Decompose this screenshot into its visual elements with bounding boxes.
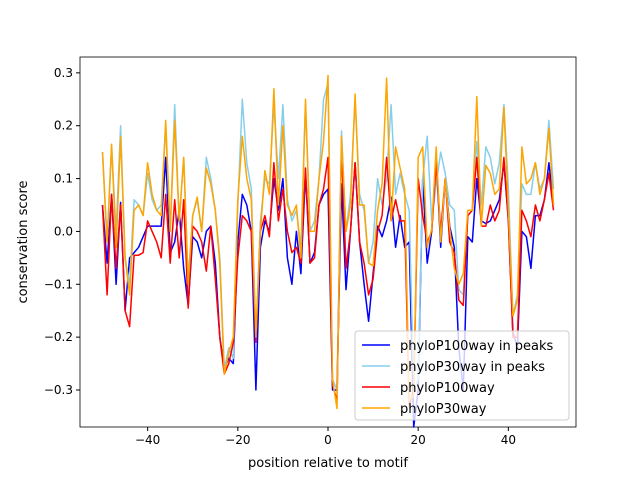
y-tick-label: 0.2 <box>54 119 73 133</box>
legend-label-3: phyloP30way <box>400 402 487 417</box>
series-line-3 <box>101 74 555 410</box>
x-axis-label: position relative to motif <box>248 456 408 471</box>
legend-box <box>354 330 570 421</box>
x-tick-label: 20 <box>411 433 426 447</box>
legend-label-2: phyloP100way <box>400 381 495 396</box>
y-tick-label: 0.3 <box>54 66 73 80</box>
legend-label-0: phyloP100way in peaks <box>400 339 554 354</box>
x-tick-label: 40 <box>501 433 516 447</box>
y-tick-label: 0.0 <box>54 224 73 238</box>
y-tick-label: −0.2 <box>44 330 73 344</box>
series-line-2 <box>101 146 555 407</box>
x-tick-label: −20 <box>225 433 250 447</box>
legend-label-1: phyloP30way in peaks <box>400 360 545 375</box>
y-tick-label: −0.1 <box>44 277 73 291</box>
legend: phyloP100way in peaks phyloP30way in peak… <box>354 330 570 421</box>
series-group <box>101 74 555 428</box>
ticks-group: −40 −20 0 20 40 −0.3 −0.2 −0.1 0.0 0.1 0.2 0.3 <box>44 66 516 447</box>
x-tick-label: 0 <box>324 433 332 447</box>
y-tick-label: −0.3 <box>44 383 73 397</box>
y-tick-label: 0.1 <box>54 172 73 186</box>
x-tick-label: −40 <box>135 433 160 447</box>
y-axis-label: conservation score <box>16 180 31 303</box>
